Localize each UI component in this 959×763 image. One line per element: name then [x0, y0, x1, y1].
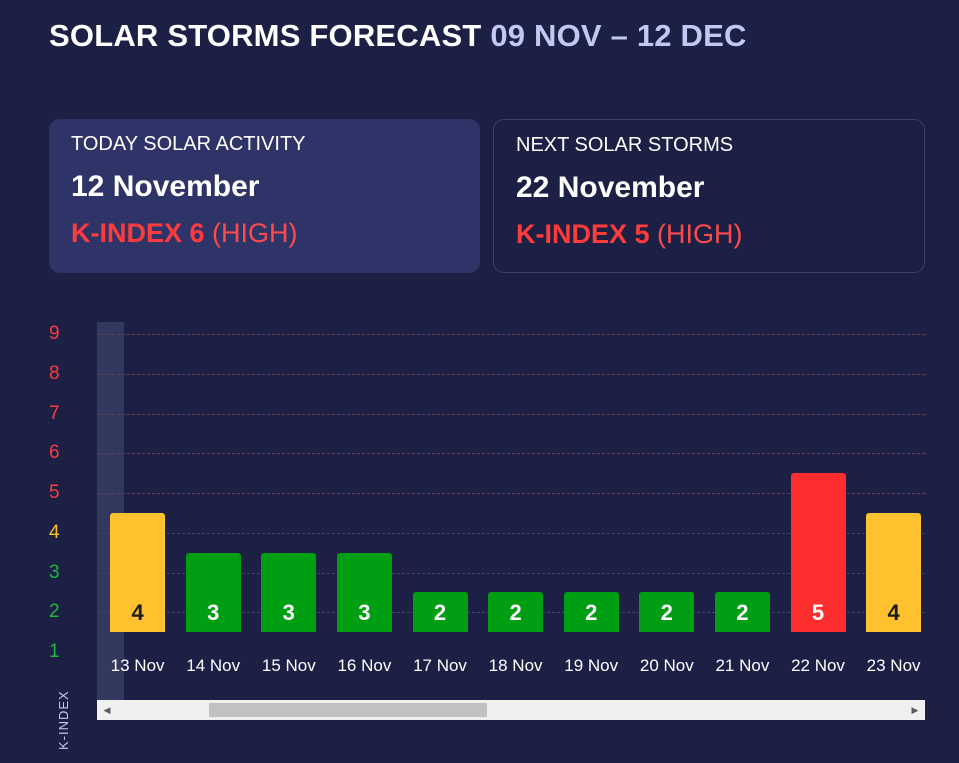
today-kindex-value: K-INDEX 6 — [71, 218, 205, 248]
gridline — [97, 532, 925, 534]
next-storms-card: NEXT SOLAR STORMS 22 November K-INDEX 5 … — [493, 119, 925, 273]
x-tick-label: 22 Nov — [791, 656, 845, 675]
x-tick-label: 23 Nov — [866, 656, 921, 675]
y-tick-label: 5 — [49, 482, 60, 503]
kindex-bar[interactable]: 3 — [261, 552, 317, 633]
kindex-bar[interactable]: 2 — [714, 592, 770, 633]
bar-value-label: 2 — [433, 600, 447, 626]
x-tick-label: 14 Nov — [186, 656, 241, 675]
next-card-kindex: K-INDEX 5 (HIGH) — [516, 219, 902, 250]
bar-value-label: 2 — [736, 600, 749, 626]
x-tick-label: 19 Nov — [564, 656, 619, 675]
today-column-highlight — [97, 322, 124, 702]
today-activity-card: TODAY SOLAR ACTIVITY 12 November K-INDEX… — [49, 119, 480, 273]
kindex-bar[interactable]: 3 — [336, 552, 392, 633]
y-tick-label: 2 — [49, 601, 60, 623]
next-card-date: 22 November — [516, 171, 705, 204]
y-axis-title: K-INDEX — [56, 690, 71, 750]
kindex-bar[interactable]: 2 — [639, 592, 695, 633]
kindex-bar[interactable]: 3 — [185, 552, 241, 633]
date-range: 09 NOV – 12 DEC — [490, 18, 747, 53]
x-tick-label: 15 Nov — [261, 656, 316, 675]
next-card-label: NEXT SOLAR STORMS — [516, 134, 734, 156]
gridline — [97, 453, 925, 455]
gridline — [97, 413, 925, 415]
bar-value-label: 5 — [811, 600, 825, 626]
x-tick-label: 21 Nov — [715, 656, 770, 675]
x-tick-label: 18 Nov — [488, 656, 543, 675]
scrollbar-thumb[interactable] — [209, 703, 487, 717]
y-tick-label: 4 — [49, 521, 60, 543]
x-tick-label: 16 Nov — [337, 656, 392, 675]
bar-value-label: 2 — [585, 600, 598, 626]
bar-value-label: 3 — [282, 600, 295, 626]
bar-value-label: 4 — [887, 600, 900, 626]
today-card-label: TODAY SOLAR ACTIVITY — [71, 133, 306, 155]
kindex-bar[interactable]: 4 — [110, 512, 166, 633]
kindex-bar[interactable]: 2 — [488, 592, 544, 633]
bar-value-label: 4 — [131, 600, 144, 626]
y-tick-label: 6 — [49, 442, 60, 464]
gridline — [97, 572, 925, 574]
gridline — [97, 373, 925, 375]
y-tick-label: 3 — [49, 561, 60, 583]
today-kindex-level: (HIGH) — [212, 218, 298, 248]
page-title: SOLAR STORMS FORECAST 09 NOV – 12 DEC — [49, 18, 747, 54]
today-card-kindex: K-INDEX 6 (HIGH) — [71, 218, 458, 249]
bar-value-label: 2 — [660, 600, 673, 626]
y-tick-label: 8 — [49, 362, 60, 384]
kindex-bar[interactable]: 2 — [412, 592, 468, 633]
bar-value-label: 3 — [358, 600, 371, 626]
title-text: SOLAR STORMS FORECAST — [49, 18, 482, 53]
next-kindex-level: (HIGH) — [657, 219, 743, 249]
next-kindex-value: K-INDEX 5 — [516, 219, 650, 249]
bar-value-label: 3 — [207, 600, 220, 626]
x-tick-label: 17 Nov — [413, 656, 467, 675]
x-tick-label: 20 Nov — [639, 656, 694, 675]
kindex-bar[interactable]: 2 — [563, 592, 619, 633]
y-tick-label: 7 — [49, 402, 60, 424]
y-tick-label: 9 — [49, 323, 60, 344]
today-card-date: 12 November — [71, 170, 260, 203]
bar-value-label: 2 — [509, 600, 522, 626]
chart-horizontal-scrollbar[interactable]: ◀ ▶ — [97, 700, 925, 720]
kindex-bar[interactable]: 4 — [866, 512, 922, 633]
scroll-right-icon[interactable]: ▶ — [911, 704, 919, 715]
scroll-left-icon[interactable]: ◀ — [103, 704, 111, 715]
y-tick-label: 1 — [49, 641, 60, 662]
gridline — [97, 493, 925, 494]
x-tick-label: 13 Nov — [110, 656, 165, 675]
gridline — [97, 334, 925, 335]
kindex-bar[interactable]: 5 — [790, 473, 846, 633]
